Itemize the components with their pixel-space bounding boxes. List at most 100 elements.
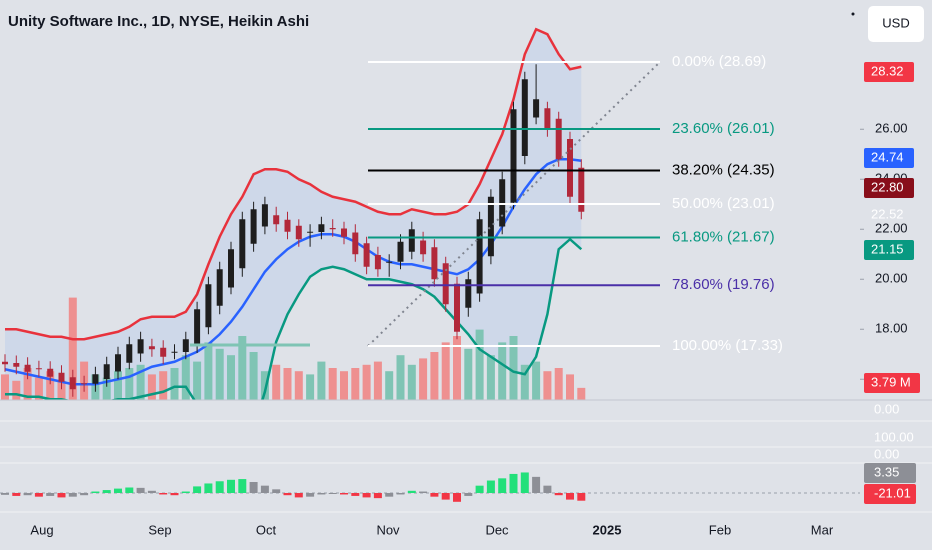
scale-label: 0.00 xyxy=(874,446,899,461)
candle-body xyxy=(465,279,472,308)
candle-body xyxy=(431,247,438,280)
volume-bar xyxy=(125,368,134,400)
scale-badge xyxy=(864,463,916,483)
volume-bar xyxy=(373,361,382,400)
hist-bar xyxy=(57,493,66,498)
hist-bar xyxy=(23,493,32,496)
volume-bar xyxy=(532,361,541,400)
volume-bar xyxy=(46,371,55,400)
volume-bar xyxy=(498,342,507,400)
candle-body xyxy=(374,255,381,270)
volume-bar xyxy=(170,368,179,400)
scale-label: 0.00 xyxy=(874,401,899,416)
candle-body xyxy=(318,224,325,232)
candle-body xyxy=(205,284,212,328)
volume-bar xyxy=(249,352,258,400)
volume-bar xyxy=(181,355,190,400)
price-badge xyxy=(864,148,914,168)
hist-bar xyxy=(125,487,134,493)
volume-bar xyxy=(260,371,269,400)
candle-body xyxy=(216,269,223,306)
hist-bar xyxy=(532,476,541,493)
scale-label: 100.00 xyxy=(874,429,914,444)
price-badge xyxy=(864,62,914,82)
hist-bar xyxy=(577,493,586,501)
candle-body xyxy=(182,339,189,352)
hist-bar xyxy=(1,493,9,495)
hist-bar xyxy=(407,490,416,493)
hist-bar xyxy=(340,493,348,495)
hist-bar xyxy=(215,481,224,493)
candle-body xyxy=(261,204,268,227)
candle-body xyxy=(454,283,460,332)
candle-body xyxy=(363,243,370,267)
price-badge-label: 28.32 xyxy=(871,63,904,78)
volume-bar xyxy=(566,374,574,400)
hist-bar xyxy=(34,493,43,497)
candle-body xyxy=(533,99,540,118)
hist-bar xyxy=(430,493,439,497)
hist-bar xyxy=(147,490,156,493)
volume-bar xyxy=(12,380,21,400)
volume-bar xyxy=(577,387,586,400)
candle-body xyxy=(578,167,585,212)
volume-bar xyxy=(453,336,461,400)
y-tick-label: 22.00 xyxy=(875,221,908,236)
price-badge-label: 22.80 xyxy=(871,179,904,194)
x-tick-label: Dec xyxy=(485,522,509,537)
x-tick-label: Mar xyxy=(811,522,834,537)
volume-bar xyxy=(147,374,156,400)
hist-bar xyxy=(91,491,100,493)
x-tick-label: Oct xyxy=(256,522,277,537)
currency-button[interactable] xyxy=(868,6,924,42)
fib-label: 50.00% (23.01) xyxy=(672,195,775,212)
volume-bar xyxy=(1,374,9,400)
price-pane xyxy=(1,27,661,400)
volume-bar xyxy=(340,371,348,400)
fib-label: 100.00% (17.33) xyxy=(672,337,783,354)
candle-body xyxy=(228,249,234,288)
candle-body xyxy=(148,346,155,350)
hist-bar xyxy=(272,489,281,493)
candle-body xyxy=(420,240,427,255)
price-badge-label: 21.15 xyxy=(871,241,904,256)
candle-body xyxy=(81,383,88,385)
fib-trend xyxy=(367,61,661,347)
hist-bar xyxy=(102,490,111,493)
hist-bar xyxy=(566,493,574,500)
hist-bar xyxy=(80,493,89,496)
volume-bar xyxy=(509,336,518,400)
price-badge xyxy=(864,178,914,198)
x-tick-label: 2025 xyxy=(593,522,622,537)
fib-label: 38.20% (24.35) xyxy=(672,161,775,178)
candle-body xyxy=(2,361,8,365)
volume-bar xyxy=(294,371,303,400)
volume-bar xyxy=(283,368,292,400)
candle-body xyxy=(307,231,314,233)
hist-bar xyxy=(328,493,337,494)
volume-bar xyxy=(204,342,213,400)
candle-body xyxy=(386,261,393,263)
y-tick-label: 26.00 xyxy=(875,121,908,136)
price-badge-label: 22.52 xyxy=(871,206,904,221)
candle-body xyxy=(295,225,302,240)
hist-bar xyxy=(249,482,258,493)
volume-bar xyxy=(317,361,326,400)
candle-body xyxy=(341,228,347,237)
price-badge xyxy=(864,240,914,260)
hist-bar xyxy=(306,493,315,497)
chart-title: Unity Software Inc., 1D, NYSE, Heikin As… xyxy=(8,13,309,30)
candle-body xyxy=(126,344,133,363)
hist-bar xyxy=(12,493,21,496)
candle-body xyxy=(92,374,99,384)
hist-bar xyxy=(554,493,563,496)
volume-bar xyxy=(520,364,529,400)
volume-bar xyxy=(68,297,77,400)
currency-label[interactable]: USD xyxy=(882,15,909,30)
candle-body xyxy=(137,339,144,354)
volume-bar xyxy=(419,358,428,400)
candle-body xyxy=(487,196,494,257)
fib-label: 0.00% (28.69) xyxy=(672,53,766,70)
volume-bar xyxy=(306,374,315,400)
hist-bar xyxy=(260,485,269,493)
